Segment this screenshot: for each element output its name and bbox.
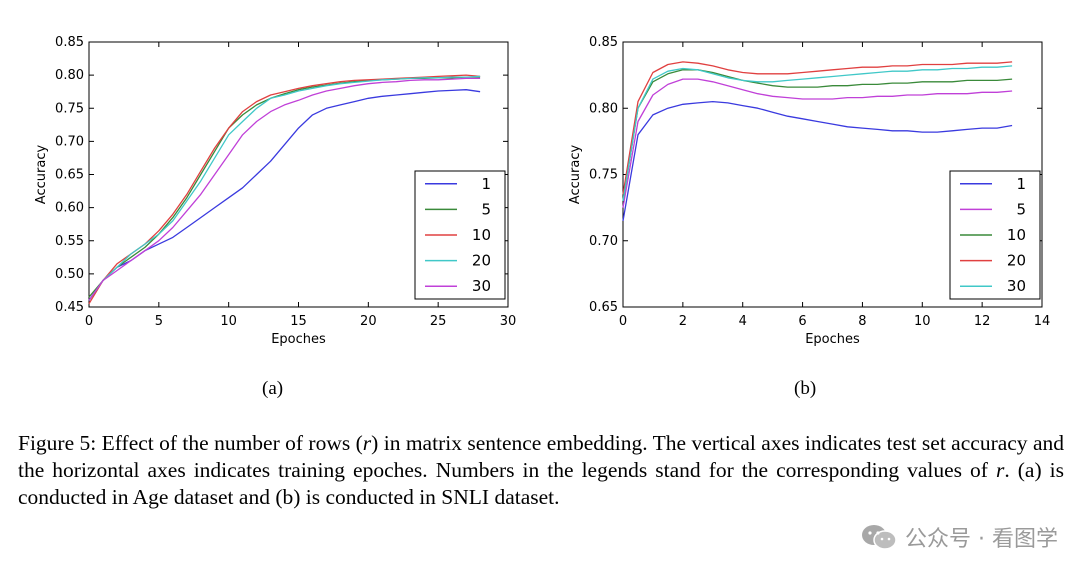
- series-line-20: [88, 75, 481, 301]
- y-tick-label: 0.80: [589, 101, 618, 116]
- x-tick-label: 6: [798, 314, 806, 329]
- legend-label-1: 1: [481, 175, 491, 193]
- y-tick-label: 0.70: [589, 234, 618, 249]
- y-tick-label: 0.55: [55, 234, 84, 249]
- y-tick-label: 0.50: [55, 267, 84, 282]
- legend-label-20: 20: [472, 252, 491, 270]
- x-tick-label: 2: [679, 314, 687, 329]
- x-tick-label: 4: [739, 314, 747, 329]
- y-tick-label: 0.70: [55, 134, 84, 149]
- watermark: 公众号 · 看图学: [861, 521, 1058, 553]
- legend-label-5: 5: [481, 200, 491, 218]
- x-tick-label: 5: [155, 314, 163, 329]
- series-line-20: [622, 61, 1013, 195]
- x-tick-label: 20: [360, 314, 377, 329]
- y-tick-label: 0.60: [55, 201, 84, 216]
- legend-label-30: 30: [1007, 277, 1026, 295]
- legend-label-10: 10: [472, 226, 491, 244]
- x-tick-label: 15: [290, 314, 307, 329]
- y-tick-label: 0.80: [55, 68, 84, 83]
- legend-label-5: 5: [1016, 200, 1026, 218]
- series-line-1: [622, 100, 1013, 222]
- legend-label-1: 1: [1016, 175, 1026, 193]
- y-axis-label: Accuracy: [34, 145, 49, 205]
- y-tick-label: 0.85: [589, 35, 618, 50]
- y-tick-label: 0.45: [55, 300, 84, 315]
- x-tick-label: 0: [619, 314, 627, 329]
- series-line-30: [88, 77, 481, 301]
- caption-part-1: Figure 5: Effect of the number of rows (: [18, 431, 363, 455]
- watermark-text: 公众号 · 看图学: [905, 527, 1058, 552]
- y-axis-label: Accuracy: [568, 145, 583, 205]
- caption-variable-r-2: r: [996, 458, 1005, 482]
- x-tick-label: 8: [858, 314, 866, 329]
- series-line-5: [622, 78, 1013, 208]
- x-tick-label: 10: [220, 314, 237, 329]
- series-line-30: [622, 65, 1013, 202]
- legend: 1 5 10 20 30: [949, 170, 1041, 300]
- x-axis-label: Epoches: [805, 332, 860, 347]
- caption-variable-r: r: [362, 431, 372, 455]
- y-tick-label: 0.75: [589, 168, 618, 183]
- wechat-icon: [862, 525, 897, 550]
- x-tick-label: 25: [430, 314, 447, 329]
- caption-part-3: . (a) is conducted in Age dataset and (b…: [18, 458, 1065, 509]
- legend-label-30: 30: [472, 277, 491, 295]
- x-tick-label: 14: [1034, 314, 1051, 329]
- y-tick-label: 0.85: [55, 35, 84, 50]
- subfigure-caption-b: (b): [794, 378, 817, 399]
- series-line-1: [88, 89, 481, 301]
- series-line-10: [622, 69, 1013, 202]
- legend: 1 5 10 20 30: [414, 170, 506, 300]
- y-tick-label: 0.65: [589, 300, 618, 315]
- caption-part-2: ) in matrix sentence embedding. The vert…: [18, 431, 1064, 482]
- legend-label-20: 20: [1007, 252, 1026, 270]
- chart-a: 0.45 0.50 0.55 0.60 0.65 0.70 0.75 0.80 0.85 0 5 10…: [34, 35, 517, 347]
- x-tick-label: 10: [914, 314, 931, 329]
- figure-caption: Figure 5: Effect of the number of rows (…: [18, 430, 1064, 511]
- chart-b: 0.65 0.70 0.75 0.80 0.85 0 2 4 6 8 10 12 14 Epoches Ac…: [568, 35, 1051, 347]
- x-tick-label: 30: [500, 314, 517, 329]
- x-tick-label: 12: [974, 314, 991, 329]
- legend-label-10: 10: [1007, 226, 1026, 244]
- x-axis-label: Epoches: [271, 332, 326, 347]
- y-tick-label: 0.65: [55, 168, 84, 183]
- x-tick-label: 0: [85, 314, 93, 329]
- subfigure-caption-a: (a): [262, 378, 284, 399]
- y-tick-label: 0.75: [55, 101, 84, 116]
